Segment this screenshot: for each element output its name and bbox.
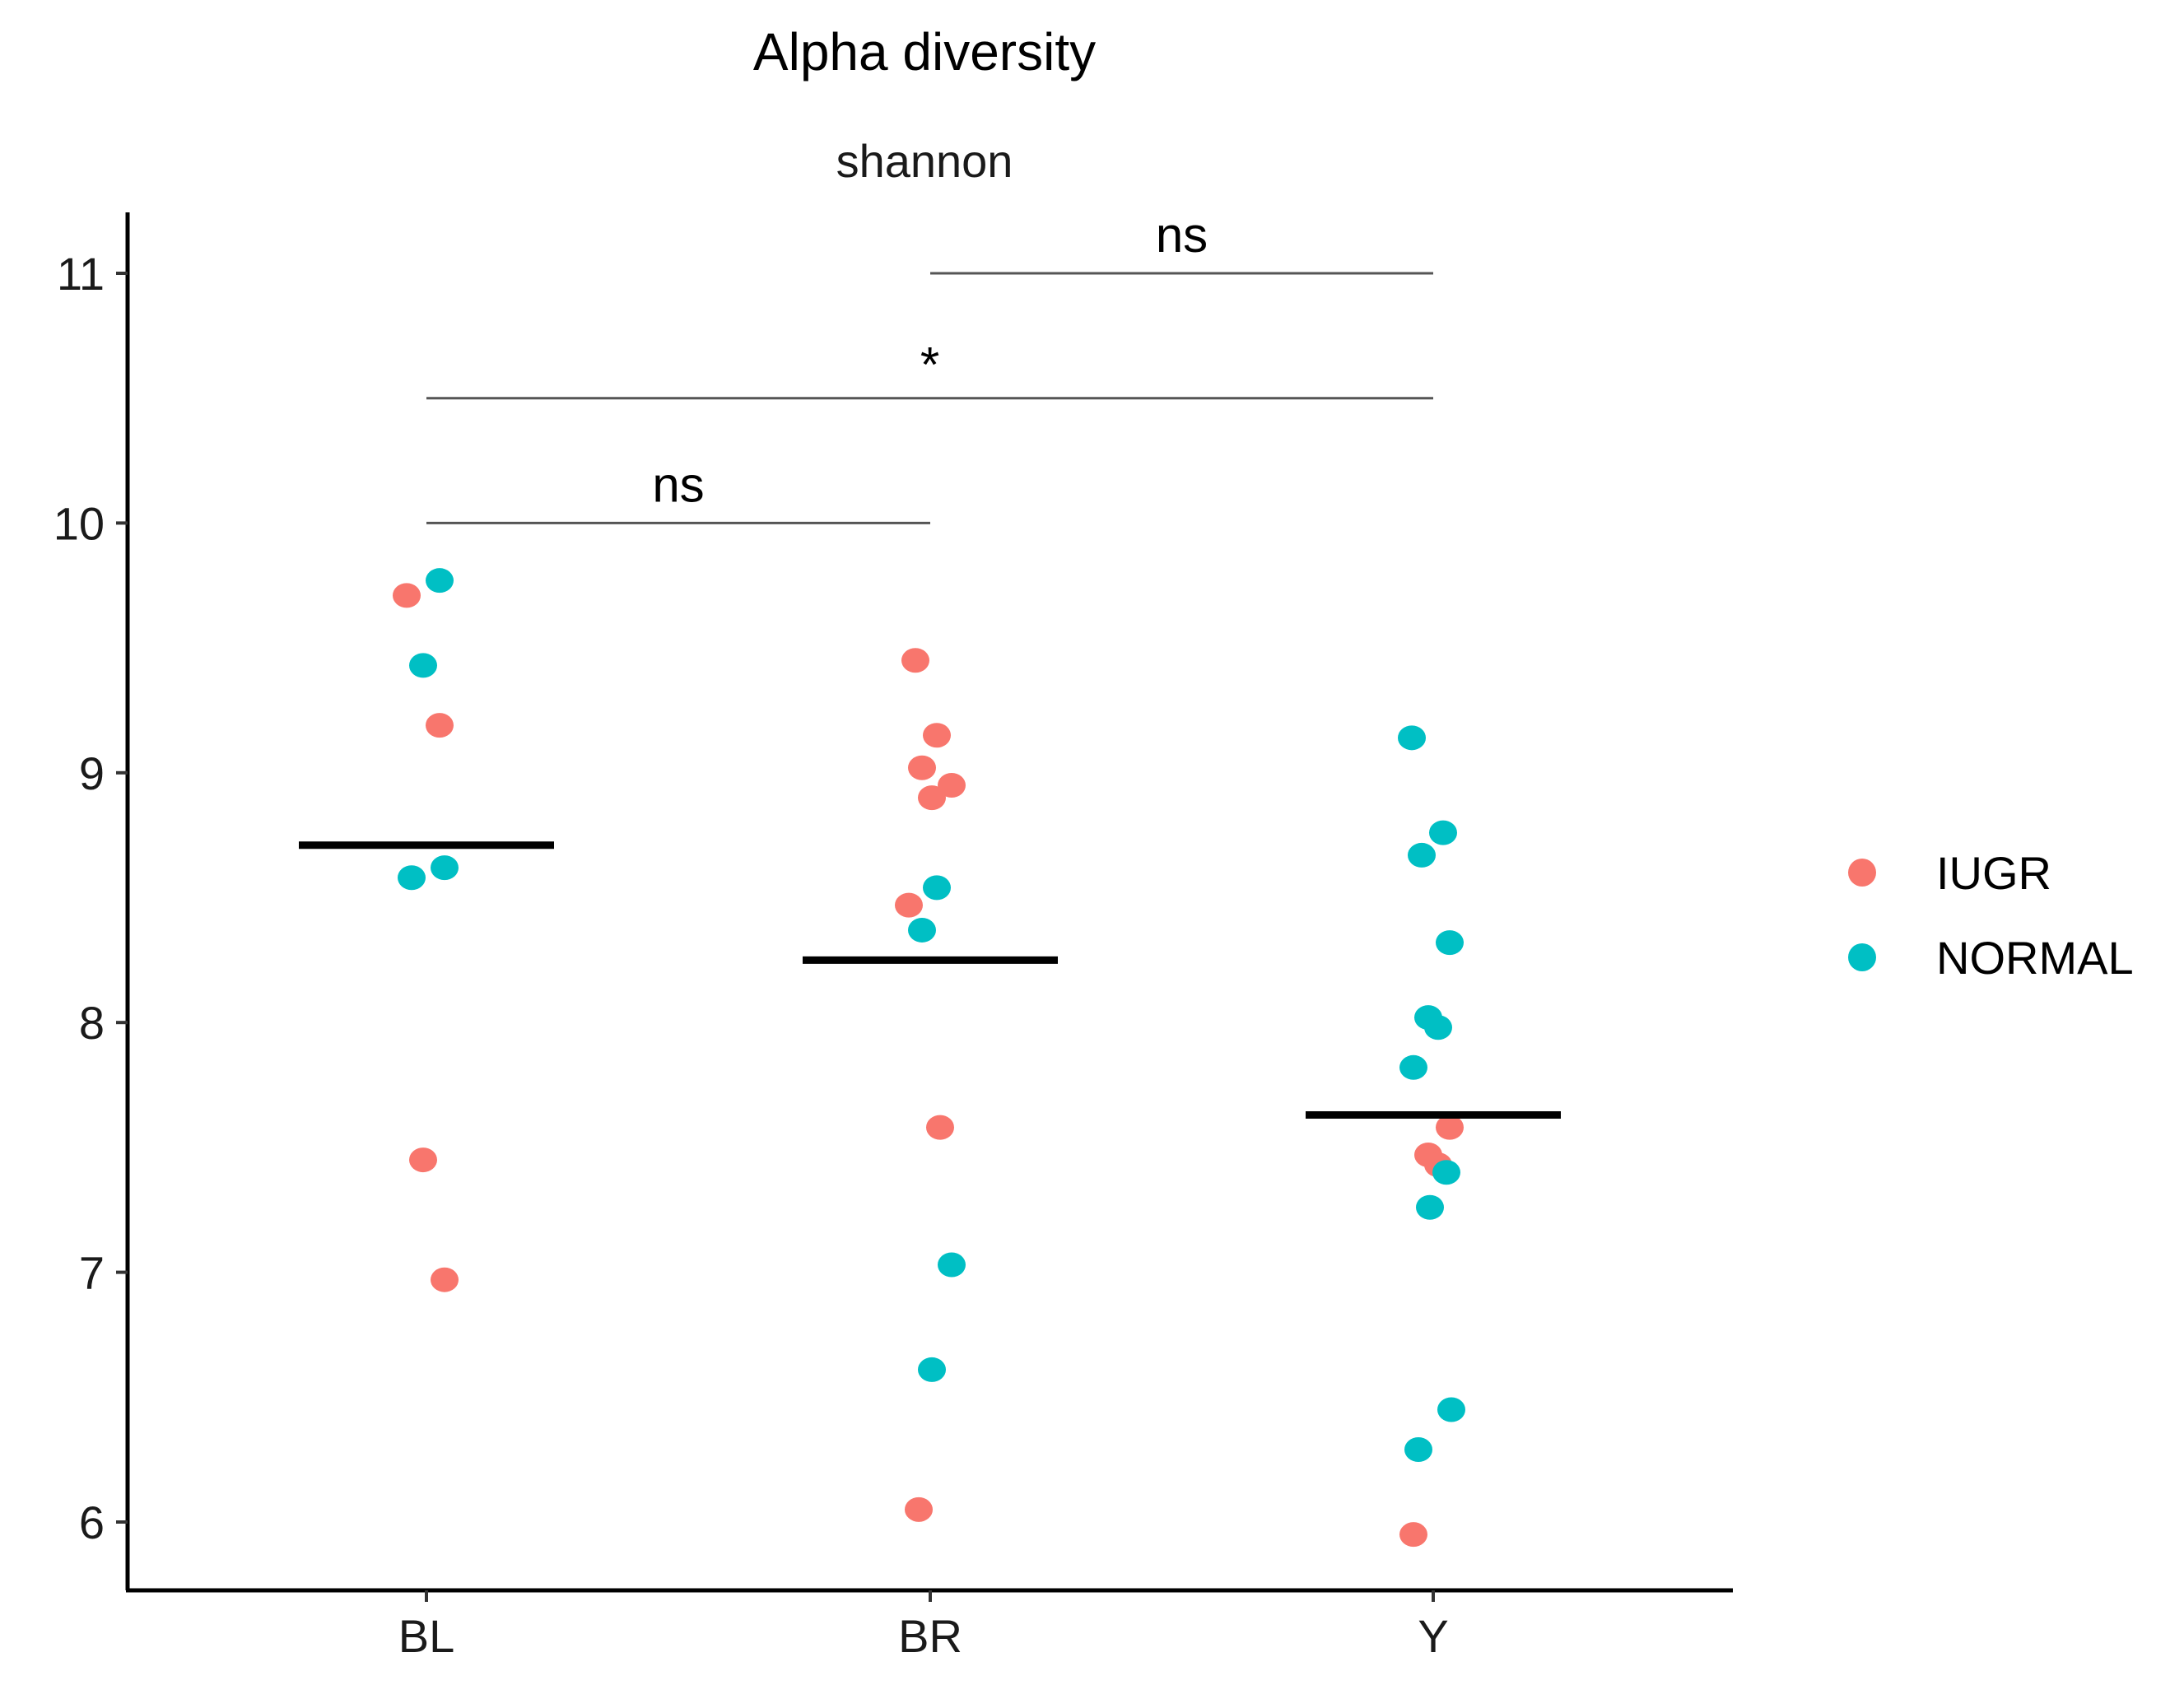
- data-point-normal: [1437, 1397, 1465, 1422]
- y-tick-label: 9: [79, 747, 105, 799]
- data-point-normal: [431, 855, 459, 881]
- comparison-label: *: [920, 337, 939, 393]
- data-point-iugr: [908, 755, 936, 780]
- data-point-iugr: [905, 1496, 933, 1522]
- data-point-normal: [1404, 1437, 1432, 1463]
- legend-key-iugr: [1848, 859, 1876, 887]
- data-point-normal: [398, 865, 426, 891]
- significance-comparisons: ns * ns: [426, 207, 1433, 524]
- data-point-normal: [1432, 1160, 1460, 1185]
- data-point-iugr: [393, 583, 421, 608]
- data-point-normal: [908, 917, 936, 943]
- legend-label: NORMAL: [1936, 932, 2134, 984]
- x-tick-label: BR: [898, 1610, 962, 1662]
- comparison-label: ns: [652, 457, 704, 512]
- data-points: [393, 568, 1465, 1548]
- y-tick-label: 11: [57, 248, 105, 300]
- chart-subtitle: shannon: [836, 135, 1013, 187]
- y-tick-label: 7: [79, 1247, 105, 1299]
- data-point-normal: [938, 1252, 966, 1278]
- x-axis: BL BR Y: [398, 1590, 1449, 1662]
- y-tick-label: 6: [79, 1496, 105, 1548]
- legend-label: IUGR: [1936, 847, 2051, 899]
- data-point-normal: [1416, 1194, 1444, 1220]
- legend-key-normal: [1848, 943, 1876, 971]
- data-point-normal: [1399, 1054, 1427, 1080]
- x-tick-label: Y: [1418, 1610, 1448, 1662]
- data-point-iugr: [426, 713, 454, 738]
- data-point-iugr: [431, 1267, 459, 1292]
- y-tick-label: 8: [79, 997, 105, 1049]
- data-point-iugr: [1436, 1115, 1464, 1140]
- data-point-iugr: [1399, 1522, 1427, 1548]
- data-point-normal: [1436, 930, 1464, 956]
- data-point-iugr: [409, 1147, 437, 1173]
- chart-title: Alpha diversity: [753, 22, 1096, 81]
- x-tick-label: BL: [398, 1610, 455, 1662]
- data-point-normal: [1429, 820, 1457, 845]
- data-point-iugr: [926, 1115, 954, 1140]
- data-point-iugr: [918, 785, 946, 811]
- data-point-normal: [918, 1357, 946, 1382]
- group-mean-bars: [299, 841, 1561, 1119]
- data-point-normal: [923, 875, 951, 901]
- data-point-iugr: [923, 723, 951, 748]
- data-point-normal: [1424, 1015, 1452, 1040]
- comparison-label: ns: [1156, 207, 1208, 263]
- y-tick-label: 10: [54, 497, 105, 549]
- data-point-iugr: [895, 892, 923, 918]
- data-point-iugr: [901, 648, 929, 673]
- data-point-normal: [1398, 725, 1426, 751]
- data-point-iugr: [938, 772, 966, 798]
- y-axis: 6 7 8 9 10 11: [54, 248, 128, 1548]
- legend: IUGR NORMAL: [1848, 847, 2134, 984]
- data-point-normal: [426, 568, 454, 593]
- data-point-normal: [409, 653, 437, 678]
- data-point-normal: [1408, 842, 1436, 868]
